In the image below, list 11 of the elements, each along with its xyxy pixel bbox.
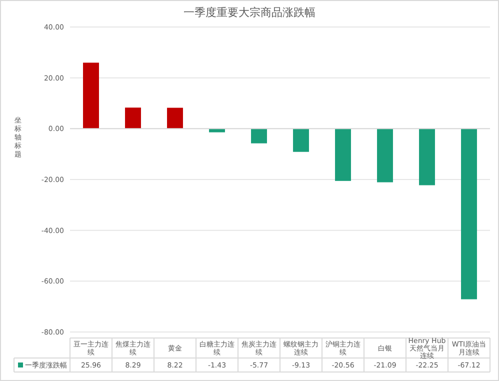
bar — [167, 108, 183, 129]
bar — [83, 62, 99, 129]
bar — [251, 128, 267, 144]
bar — [461, 128, 477, 300]
bar — [209, 128, 225, 132]
bar — [419, 128, 435, 186]
bar — [125, 108, 141, 129]
bar — [293, 128, 309, 152]
bar — [377, 128, 393, 182]
chart-title: 一季度重要大宗商品涨跌幅 — [184, 6, 316, 19]
bar — [335, 128, 351, 181]
